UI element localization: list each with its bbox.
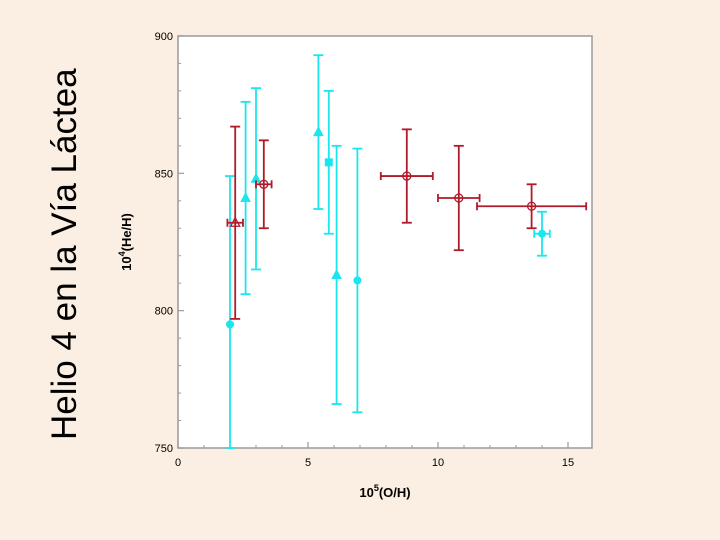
cyan-point-circle [353,276,362,285]
axis-ticks: 0 5 10 15 750 800 850 900 [155,31,574,469]
red-point-circle-open [526,201,537,211]
red-point-triangle-open [229,216,241,227]
cyan-point-circle [226,320,234,329]
red-point-circle-open [259,179,269,189]
cyan-point-triangle [331,268,342,279]
data-marks [225,54,588,449]
y-axis-title-rest: (He/H) [119,213,134,251]
plot-area [177,35,593,449]
y-axis-title-exp: 4 [117,251,127,256]
y-tick-label: 750 [155,443,173,455]
x-tick-label: 5 [305,457,311,469]
x-axis-title: 105(O/H) [359,483,410,500]
cyan-point-triangle [313,126,324,137]
y-axis-title: 104(He/H) [117,213,134,271]
x-axis-title-exp: 5 [374,483,379,493]
y-tick-label: 850 [155,168,173,180]
x-tick-label: 0 [175,457,181,469]
x-tick-label: 15 [562,457,574,469]
y-tick-label: 900 [155,31,173,43]
cyan-point-circle [538,229,546,238]
x-axis-title-base: 10 [359,485,373,500]
y-tick-label: 800 [155,306,173,318]
x-axis-title-rest: (O/H) [379,485,411,500]
cyan-point-square [324,158,333,167]
x-tick-label: 10 [432,457,444,469]
cyan-point-triangle [240,191,251,203]
red-point-circle-open [402,171,412,181]
red-point-circle-open [454,193,464,203]
y-axis-title-base: 10 [119,256,134,270]
